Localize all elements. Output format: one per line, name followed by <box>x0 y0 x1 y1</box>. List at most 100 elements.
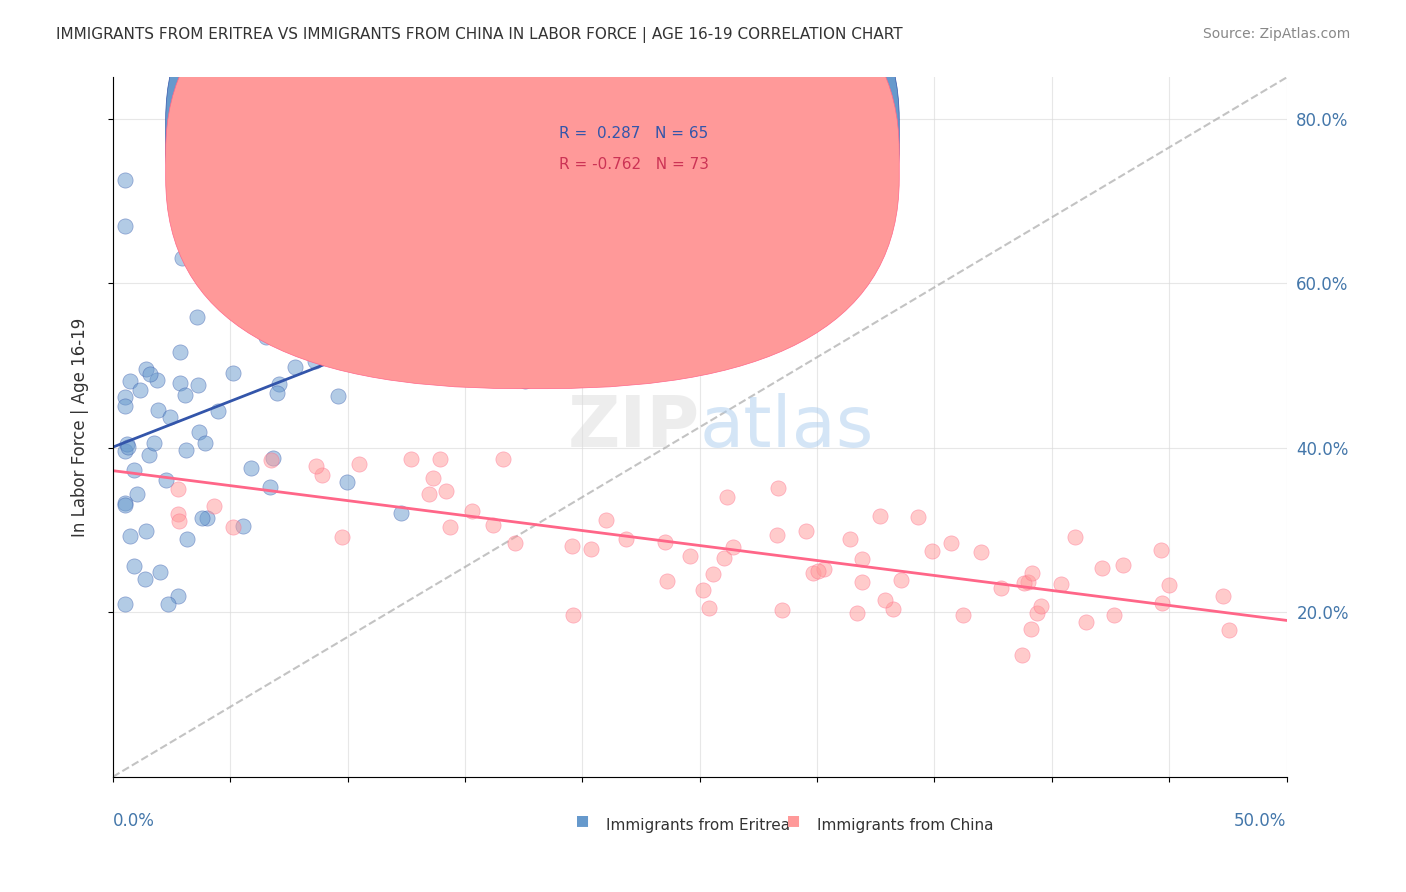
Immigrants from China <box>851 552 873 566</box>
FancyBboxPatch shape <box>166 0 900 357</box>
Immigrants from Eritrea <box>515 374 537 388</box>
Immigrants from Eritrea <box>267 376 290 391</box>
Immigrants from Eritrea <box>240 460 263 475</box>
Immigrants from China <box>907 509 929 524</box>
Y-axis label: In Labor Force | Age 16-19: In Labor Force | Age 16-19 <box>72 318 89 537</box>
Text: Source: ZipAtlas.com: Source: ZipAtlas.com <box>1202 27 1350 41</box>
Immigrants from China <box>697 600 720 615</box>
Immigrants from Eritrea <box>326 389 349 403</box>
Immigrants from China <box>990 581 1012 595</box>
Immigrants from China <box>721 540 744 554</box>
Immigrants from China <box>461 504 484 518</box>
Immigrants from Eritrea <box>194 436 217 450</box>
Immigrants from China <box>330 530 353 544</box>
Immigrants from China <box>702 566 724 581</box>
Text: Immigrants from China: Immigrants from China <box>817 818 994 833</box>
Immigrants from China <box>434 483 457 498</box>
Immigrants from Eritrea <box>259 480 281 494</box>
Immigrants from Eritrea <box>138 448 160 462</box>
Immigrants from China <box>1112 558 1135 573</box>
Immigrants from China <box>166 508 188 522</box>
Immigrants from Eritrea <box>389 506 412 520</box>
Immigrants from Eritrea <box>166 589 188 603</box>
Immigrants from China <box>921 543 943 558</box>
Immigrants from Eritrea <box>304 354 326 368</box>
Immigrants from Eritrea <box>174 443 197 458</box>
Immigrants from China <box>1021 566 1043 580</box>
Text: 0.0%: 0.0% <box>112 812 155 830</box>
Immigrants from Eritrea <box>118 529 141 543</box>
Immigrants from China <box>349 457 371 471</box>
Immigrants from China <box>770 602 793 616</box>
Immigrants from China <box>713 550 735 565</box>
Immigrants from China <box>202 499 225 513</box>
Immigrants from Eritrea <box>284 359 307 374</box>
Immigrants from Eritrea <box>142 436 165 450</box>
Immigrants from China <box>1104 608 1126 623</box>
Immigrants from Eritrea <box>173 388 195 402</box>
Immigrants from Eritrea <box>191 147 214 161</box>
Immigrants from Eritrea <box>336 475 359 490</box>
Immigrants from China <box>839 532 862 546</box>
Immigrants from Eritrea <box>200 257 222 271</box>
Immigrants from China <box>716 490 738 504</box>
Immigrants from China <box>1150 542 1173 557</box>
Immigrants from China <box>1157 578 1180 592</box>
Immigrants from Eritrea <box>172 251 194 265</box>
Immigrants from China <box>851 574 873 589</box>
Immigrants from Eritrea <box>169 376 191 391</box>
Immigrants from Eritrea <box>209 224 232 238</box>
Immigrants from Eritrea <box>114 399 136 413</box>
Immigrants from Eritrea <box>120 375 142 389</box>
Immigrants from Eritrea <box>155 474 177 488</box>
Immigrants from China <box>869 509 891 524</box>
Immigrants from Eritrea <box>219 142 242 156</box>
Immigrants from Eritrea <box>263 323 285 337</box>
Immigrants from Eritrea <box>114 173 136 187</box>
Immigrants from Eritrea <box>266 385 288 400</box>
Immigrants from Eritrea <box>156 598 179 612</box>
Immigrants from Eritrea <box>321 241 343 255</box>
Immigrants from Eritrea <box>125 487 148 501</box>
Immigrants from China <box>1212 589 1234 603</box>
Immigrants from Eritrea <box>117 441 139 455</box>
Immigrants from China <box>794 524 817 539</box>
Immigrants from Eritrea <box>187 377 209 392</box>
Immigrants from China <box>167 482 190 496</box>
Immigrants from China <box>429 451 451 466</box>
Immigrants from Eritrea <box>232 519 254 533</box>
Immigrants from Eritrea <box>222 366 245 380</box>
Immigrants from Eritrea <box>122 463 145 477</box>
Text: 50.0%: 50.0% <box>1234 812 1286 830</box>
Immigrants from China <box>259 452 281 467</box>
Immigrants from China <box>492 452 515 467</box>
Text: Immigrants from Eritrea: Immigrants from Eritrea <box>606 818 790 833</box>
Text: atlas: atlas <box>700 392 875 462</box>
Immigrants from Eritrea <box>114 597 136 611</box>
Immigrants from China <box>167 515 190 529</box>
Immigrants from China <box>482 517 505 532</box>
Immigrants from China <box>561 539 583 553</box>
Immigrants from Eritrea <box>117 437 139 451</box>
Immigrants from Eritrea <box>135 362 157 376</box>
Immigrants from China <box>1063 530 1085 544</box>
Immigrants from Eritrea <box>263 450 285 465</box>
Immigrants from Eritrea <box>256 330 278 344</box>
Immigrants from China <box>873 593 896 607</box>
Text: ZIP: ZIP <box>568 392 700 462</box>
Immigrants from China <box>766 481 789 495</box>
Immigrants from China <box>654 535 676 549</box>
Immigrants from Eritrea <box>114 498 136 512</box>
Immigrants from Eritrea <box>134 572 156 586</box>
Immigrants from China <box>1091 561 1114 575</box>
Immigrants from China <box>1050 577 1073 591</box>
Immigrants from Eritrea <box>233 233 256 247</box>
Text: IMMIGRANTS FROM ERITREA VS IMMIGRANTS FROM CHINA IN LABOR FORCE | AGE 16-19 CORR: IMMIGRANTS FROM ERITREA VS IMMIGRANTS FR… <box>56 27 903 43</box>
Immigrants from China <box>890 574 912 588</box>
Immigrants from Eritrea <box>129 383 152 397</box>
Immigrants from Eritrea <box>169 345 191 359</box>
Immigrants from Eritrea <box>188 425 211 440</box>
Immigrants from China <box>1019 622 1042 636</box>
Immigrants from Eritrea <box>149 565 172 579</box>
Immigrants from Eritrea <box>373 294 395 309</box>
